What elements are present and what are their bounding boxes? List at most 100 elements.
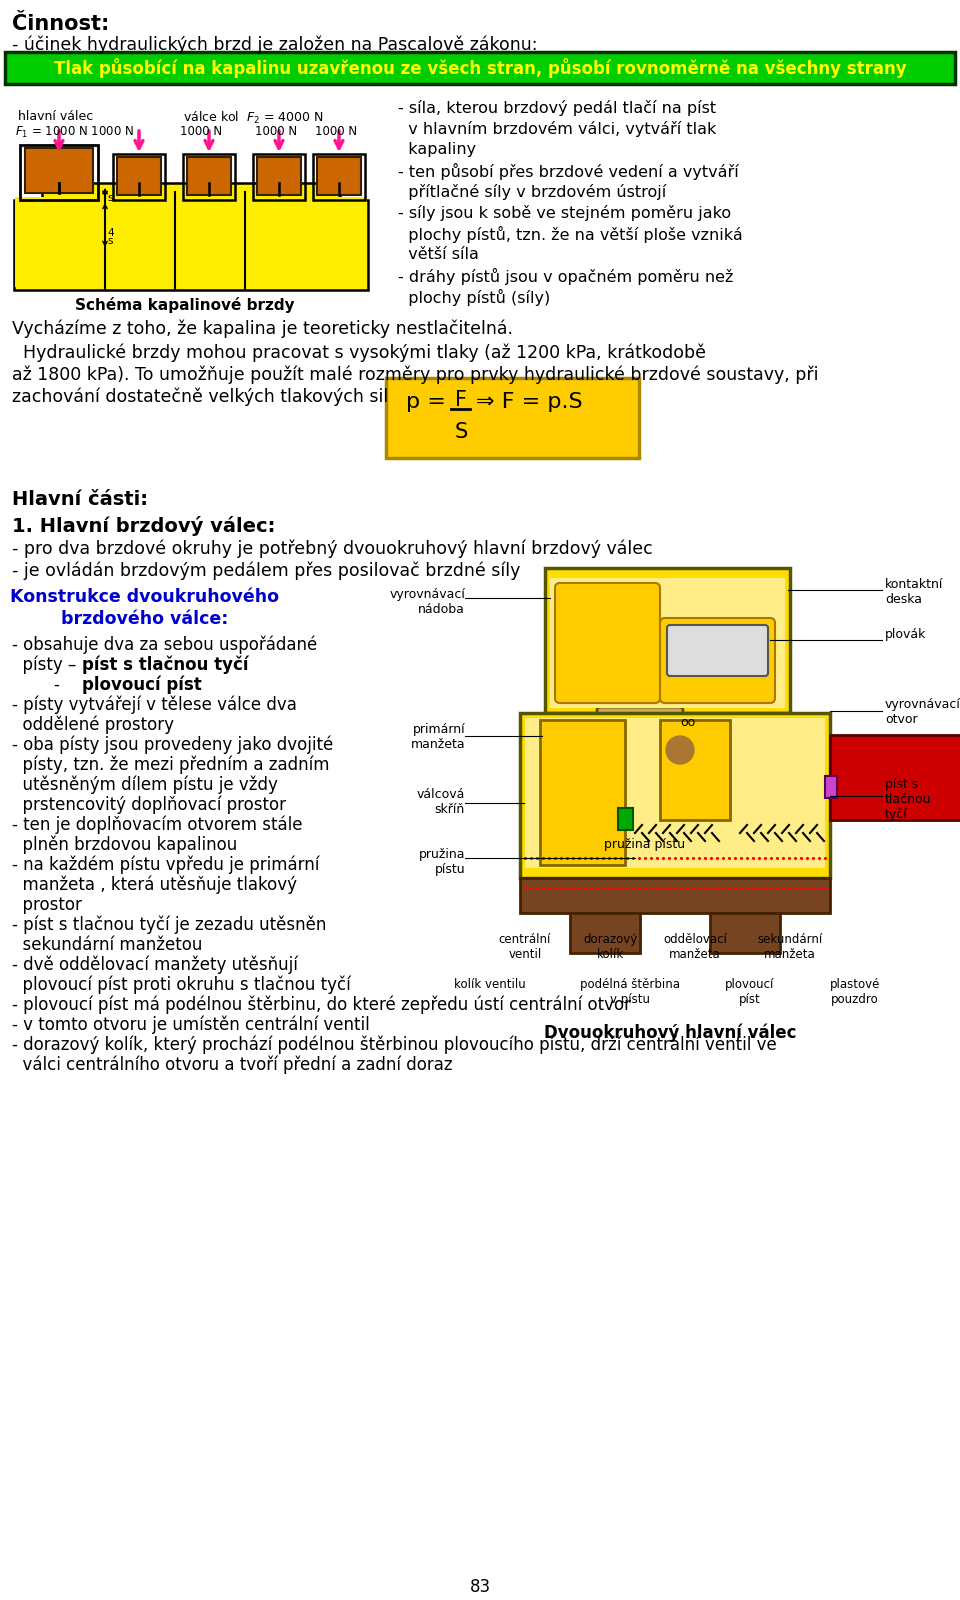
Text: plovoucí píst: plovoucí píst [82,675,202,694]
Text: - píst s tlačnou tyčí je zezadu utěsněn: - píst s tlačnou tyčí je zezadu utěsněn [12,915,326,934]
Text: p =: p = [406,392,445,411]
Text: - síly jsou k sobě ve stejném poměru jako: - síly jsou k sobě ve stejném poměru jak… [398,205,732,221]
Text: plastové
pouzdro: plastové pouzdro [829,978,880,1006]
Text: hlavní válec: hlavní válec [18,110,93,123]
Text: centrální
ventil: centrální ventil [499,933,551,962]
Text: sekundární
manžeta: sekundární manžeta [757,933,823,962]
Text: - obsahuje dva za sebou uspořádané: - obsahuje dva za sebou uspořádané [12,635,317,654]
Text: - účinek hydraulických brzd je založen na Pascalově zákonu:: - účinek hydraulických brzd je založen n… [12,35,538,54]
FancyBboxPatch shape [618,808,633,830]
Text: válcová
skříň: válcová skříň [417,787,465,816]
Text: Konstrukce dvoukruhového: Konstrukce dvoukruhového [11,587,279,606]
Text: oddělovací
manžeta: oddělovací manžeta [663,933,727,962]
FancyBboxPatch shape [545,568,790,714]
Text: - oba písty jsou provedeny jako dvojité: - oba písty jsou provedeny jako dvojité [12,736,333,755]
Text: Dvouokruhový hlavní válec: Dvouokruhový hlavní válec [543,1022,796,1042]
Text: - plovoucí píst má podélnou štěrbinu, do které zepředu ústí centrální otvor: - plovoucí píst má podélnou štěrbinu, do… [12,995,631,1014]
Text: podélná štěrbina
v pístu: podélná štěrbina v pístu [580,978,680,1006]
Text: plochy pístů, tzn. že na větší ploše vzniká: plochy pístů, tzn. že na větší ploše vzn… [398,226,743,243]
Text: s: s [107,235,112,246]
Text: - v tomto otvoru je umístěn centrální ventil: - v tomto otvoru je umístěn centrální ve… [12,1016,370,1035]
Text: - je ovládán brzdovým pedálem přes posilovač brzdné síly: - je ovládán brzdovým pedálem přes posil… [12,562,520,581]
FancyBboxPatch shape [520,878,830,914]
FancyBboxPatch shape [540,720,625,866]
Text: 1000 N: 1000 N [255,125,298,138]
Text: F: F [455,390,467,410]
FancyBboxPatch shape [106,197,174,286]
Text: Hydraulické brzdy mohou pracovat s vysokými tlaky (až 1200 kPa, krátkodobě: Hydraulické brzdy mohou pracovat s vysok… [12,344,706,363]
Text: plovoucí píst proti okruhu s tlačnou tyčí: plovoucí píst proti okruhu s tlačnou tyč… [12,976,350,995]
Text: zachování dostatečně velkých tlakových sil: zachování dostatečně velkých tlakových s… [12,387,388,406]
Text: kontaktní
deska: kontaktní deska [885,578,944,606]
Text: plněn brzdovou kapalinou: plněn brzdovou kapalinou [12,835,237,854]
FancyBboxPatch shape [667,626,768,675]
Text: - pro dva brzdové okruhy je potřebný dvouokruhový hlavní brzdový válec: - pro dva brzdové okruhy je potřebný dvo… [12,541,653,558]
Text: prostor: prostor [12,896,82,914]
Text: - síla, kterou brzdový pedál tlačí na píst: - síla, kterou brzdový pedál tlačí na pí… [398,99,716,117]
FancyBboxPatch shape [555,582,660,702]
Text: Činnost:: Činnost: [12,14,109,34]
Text: primární
manžeta: primární manžeta [410,723,465,750]
Text: píst s
tlačnou
tyčí: píst s tlačnou tyčí [885,778,931,821]
Text: -: - [12,675,65,694]
Text: 1000 N: 1000 N [315,125,357,138]
FancyBboxPatch shape [710,914,780,954]
FancyBboxPatch shape [15,197,104,286]
FancyBboxPatch shape [5,51,955,83]
FancyBboxPatch shape [246,197,367,286]
Text: brzdového válce:: brzdového válce: [61,610,228,627]
Text: $F_1$ = 1000 N 1000 N: $F_1$ = 1000 N 1000 N [15,125,134,141]
Text: - na každém pístu vpředu je primární: - na každém pístu vpředu je primární [12,856,320,875]
Text: kapaliny: kapaliny [398,142,476,157]
Text: oddělené prostory: oddělené prostory [12,717,174,734]
FancyBboxPatch shape [257,157,301,195]
Text: - dráhy pístů jsou v opačném poměru než: - dráhy pístů jsou v opačném poměru než [398,267,733,285]
Text: S: S [455,422,468,442]
FancyBboxPatch shape [660,618,775,702]
Text: plochy pístů (síly): plochy pístů (síly) [398,290,550,306]
FancyBboxPatch shape [570,914,640,954]
Text: - dvě oddělovací manžety utěsňují: - dvě oddělovací manžety utěsňují [12,955,298,974]
Text: větší síla: větší síla [398,246,479,262]
Text: 1000 N: 1000 N [180,125,222,138]
Text: plovoucí
píst: plovoucí píst [726,978,775,1006]
Circle shape [666,736,694,765]
Text: 4: 4 [107,227,113,238]
FancyBboxPatch shape [317,157,361,195]
Text: oo: oo [681,717,696,730]
Text: utěsněným dílem pístu je vždy: utěsněným dílem pístu je vždy [12,776,277,795]
FancyBboxPatch shape [830,734,960,819]
FancyBboxPatch shape [187,157,231,195]
Text: 83: 83 [469,1578,491,1597]
Text: dorazový
kolík: dorazový kolík [583,933,637,962]
Text: plovák: plovák [885,627,926,642]
Text: Schéma kapalinové brzdy: Schéma kapalinové brzdy [75,298,295,314]
Text: 1. Hlavní brzdový válec:: 1. Hlavní brzdový válec: [12,515,276,536]
Text: sekundární manžetou: sekundární manžetou [12,936,203,954]
Text: písty –: písty – [12,656,82,675]
Text: manžeta , která utěsňuje tlakový: manžeta , která utěsňuje tlakový [12,877,297,894]
Text: válce kol  $F_2$ = 4000 N: válce kol $F_2$ = 4000 N [183,110,324,126]
Text: vyrovnávací
otvor: vyrovnávací otvor [885,698,960,726]
Text: - dorazový kolík, který prochází podélnou štěrbinou plovoucího pístu, drží centr: - dorazový kolík, který prochází podélno… [12,1037,777,1054]
Text: - ten působí přes brzdové vedení a vytváří: - ten působí přes brzdové vedení a vytvá… [398,163,739,181]
FancyBboxPatch shape [550,578,785,707]
FancyBboxPatch shape [386,378,639,458]
Text: v hlavním brzdovém válci, vytváří tlak: v hlavním brzdovém válci, vytváří tlak [398,122,716,138]
FancyBboxPatch shape [660,720,730,819]
Text: ⇒ F = p.S: ⇒ F = p.S [476,392,583,411]
FancyBboxPatch shape [520,714,830,878]
Text: Vycházíme z toho, že kapalina je teoreticky nestlačitelná.: Vycházíme z toho, že kapalina je teoreti… [12,320,513,339]
Text: písty, tzn. že mezi předním a zadním: písty, tzn. že mezi předním a zadním [12,757,329,774]
Text: prstencovitý doplňovací prostor: prstencovitý doplňovací prostor [12,795,286,814]
FancyBboxPatch shape [117,157,161,195]
Text: pružina
pístu: pružina pístu [419,848,465,877]
FancyBboxPatch shape [525,718,825,867]
Text: vyrovnávací
nádoba: vyrovnávací nádoba [389,587,465,616]
Text: s: s [107,194,112,203]
FancyBboxPatch shape [25,149,93,194]
FancyBboxPatch shape [597,707,683,741]
Text: přítlačné síly v brzdovém ústrojí: přítlačné síly v brzdovém ústrojí [398,184,666,200]
Text: kolík ventilu: kolík ventilu [454,978,526,990]
FancyBboxPatch shape [176,197,244,286]
